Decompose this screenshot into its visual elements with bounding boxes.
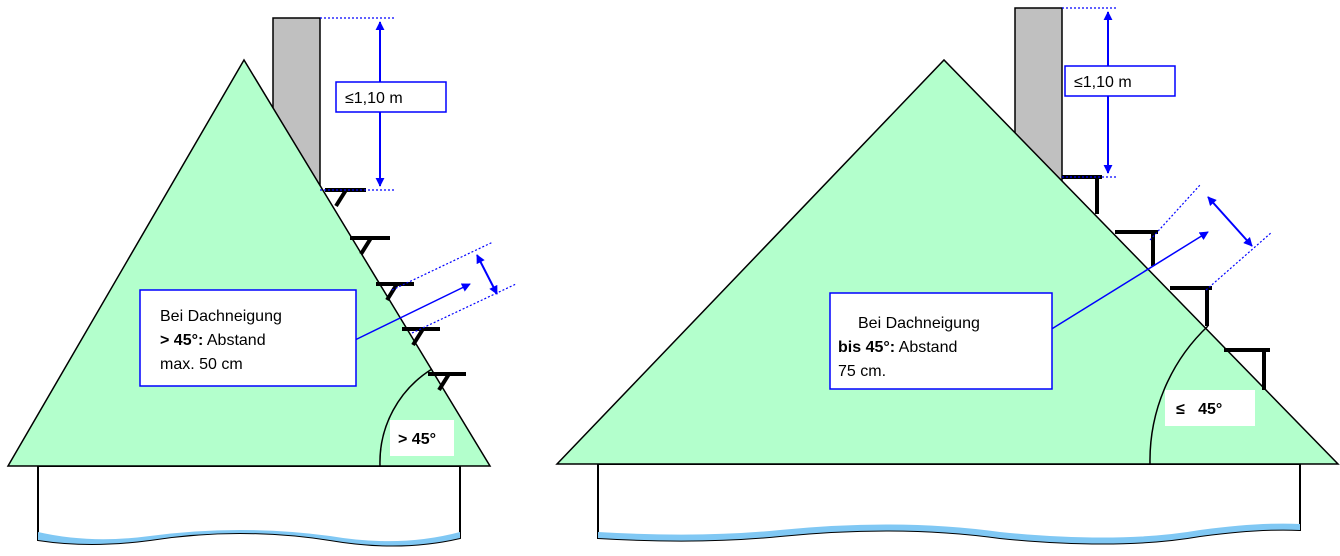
right-panel: ≤1,10 m Bei Dachneigung bis 45°: Abstand… [555,7,1340,545]
roof [6,58,492,467]
angle-label-box: > 45° [390,420,454,456]
angle-label: > 45° [398,431,436,448]
spacing-dimension [391,241,517,334]
callout-distance-word: Abstand [895,339,957,356]
height-label: ≤1,10 m [1074,74,1132,91]
callout-line-1: Bei Dachneigung [160,308,282,325]
callout-angle-condition: bis 45°: [838,339,895,356]
water-surface [598,523,1300,544]
height-label: ≤1,10 m [345,90,403,107]
callout-pointer [1049,231,1209,331]
callout-box: Bei Dachneigung bis 45°: Abstand 75 cm. [829,292,1053,390]
water-surface [38,530,460,546]
height-label-box: ≤1,10 m [1064,65,1176,97]
left-panel: ≤1,10 m Bei Dachneigung > 45°: Abstand m… [6,17,517,547]
angle-label-box: ≤ 45° [1165,390,1255,426]
roof-angle-arc [1149,325,1209,465]
callout-pointer [354,283,471,341]
roof [555,58,1340,465]
callout-line-3: 75 cm. [838,363,886,380]
height-label-box: ≤1,10 m [335,81,447,113]
callout-line-3: max. 50 cm [160,356,243,373]
callout-distance-word: Abstand [203,332,265,349]
roof-angle-arc [379,368,433,467]
callout-box: Bei Dachneigung > 45°: Abstand max. 50 c… [139,289,357,387]
callout-line-2: > 45°: Abstand [160,332,266,349]
house-wall [37,465,461,547]
callout-line-2: bis 45°: Abstand [838,339,957,356]
spacing-dimension [1149,184,1273,291]
angle-label: ≤ 45° [1176,401,1222,418]
callout-angle-condition: > 45°: [160,332,203,349]
callout-line-1: Bei Dachneigung [858,315,980,332]
